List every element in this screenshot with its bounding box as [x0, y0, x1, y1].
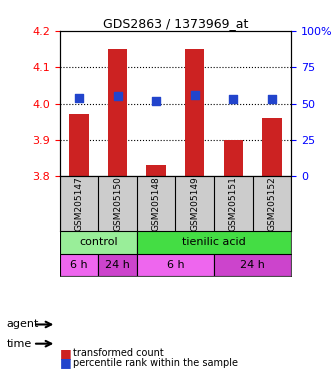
- Point: [269, 96, 275, 102]
- FancyBboxPatch shape: [98, 254, 137, 276]
- Text: time: time: [7, 339, 32, 349]
- Text: GSM205151: GSM205151: [229, 176, 238, 231]
- Point: [231, 96, 236, 102]
- FancyBboxPatch shape: [137, 231, 291, 254]
- Bar: [69, 114, 88, 176]
- FancyBboxPatch shape: [137, 254, 214, 276]
- Text: ■: ■: [60, 347, 71, 360]
- Text: 6 h: 6 h: [70, 260, 88, 270]
- Text: 6 h: 6 h: [166, 260, 184, 270]
- Point: [154, 98, 159, 104]
- Bar: [146, 166, 166, 176]
- Text: control: control: [79, 237, 118, 247]
- Point: [76, 94, 81, 101]
- FancyBboxPatch shape: [60, 231, 137, 254]
- Text: tienilic acid: tienilic acid: [182, 237, 246, 247]
- Text: GSM205152: GSM205152: [267, 176, 276, 231]
- Bar: [262, 118, 282, 176]
- FancyBboxPatch shape: [214, 254, 291, 276]
- Bar: [108, 49, 127, 176]
- Text: percentile rank within the sample: percentile rank within the sample: [73, 358, 238, 368]
- Bar: [224, 140, 243, 176]
- Point: [192, 92, 197, 98]
- Text: 24 h: 24 h: [105, 260, 130, 270]
- Text: GDS2863 / 1373969_at: GDS2863 / 1373969_at: [103, 17, 248, 30]
- Text: GSM205150: GSM205150: [113, 176, 122, 231]
- Point: [115, 93, 120, 99]
- Text: GSM205148: GSM205148: [152, 176, 161, 231]
- Text: GSM205147: GSM205147: [74, 176, 83, 231]
- FancyBboxPatch shape: [60, 254, 98, 276]
- Text: 24 h: 24 h: [240, 260, 265, 270]
- Bar: [185, 49, 204, 176]
- Text: agent: agent: [7, 319, 39, 329]
- Text: transformed count: transformed count: [73, 348, 164, 358]
- Text: GSM205149: GSM205149: [190, 176, 199, 231]
- Text: ■: ■: [60, 356, 71, 369]
